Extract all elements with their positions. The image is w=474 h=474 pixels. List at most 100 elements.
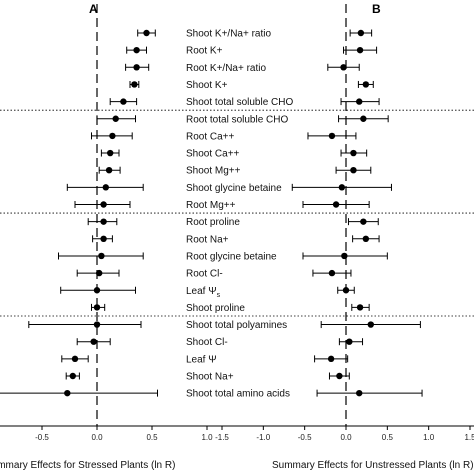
- panel-a-label: A: [89, 2, 98, 16]
- panel-a-point-10: [100, 201, 107, 208]
- panel-b-row-13: [302, 252, 388, 260]
- row-label-5: Root total soluble CHO: [186, 114, 288, 125]
- panel-b-row-6: [307, 132, 357, 140]
- panel-a-point-5: [112, 115, 119, 122]
- panel-a-tick-label-1: 0.0: [91, 433, 103, 442]
- panel-a-row-18: [76, 338, 111, 346]
- row-label-12: Root Na+: [186, 234, 229, 245]
- row-label-4: Shoot total soluble CHO: [186, 97, 294, 108]
- panel-a-row-19: [61, 355, 89, 363]
- row-label-20: Shoot Na+: [186, 372, 234, 383]
- panel-b-point-21: [356, 389, 363, 397]
- panel-b-point-13: [341, 252, 348, 260]
- panel-a-row-16: [91, 303, 106, 311]
- panel-b-row-11: [347, 218, 379, 226]
- panel-b-point-15: [342, 287, 350, 294]
- row-label-6: Root Ca++: [186, 131, 235, 142]
- panel-b-row-20: [328, 372, 350, 380]
- panel-b-point-10: [332, 201, 340, 208]
- row-label-16: Shoot proline: [186, 303, 245, 314]
- panel-a-point-19: [71, 355, 79, 363]
- panel-a-row-1: [126, 46, 147, 54]
- row-label-7: Shoot Ca++: [186, 149, 240, 160]
- panel-a-point-2: [133, 64, 140, 71]
- panel-b-point-12: [362, 235, 370, 242]
- panel-b-point-3: [362, 81, 370, 88]
- panel-b-row-5: [338, 115, 389, 123]
- panel-a-row-11: [87, 218, 118, 226]
- panel-a-row-0: [137, 29, 156, 37]
- row-label-15: Leaf Ψs: [186, 286, 221, 299]
- panel-b-row-3: [357, 80, 374, 88]
- row-label-19: Leaf Ψ: [186, 354, 217, 365]
- panel-b-point-2: [340, 64, 347, 71]
- panel-b-point-9: [338, 184, 346, 191]
- panel-a-point-0: [143, 29, 150, 37]
- panel-b-row-10: [302, 201, 370, 208]
- panel-b-row-7: [340, 149, 368, 157]
- panel-b-tick-label-6: 1.5: [464, 433, 474, 442]
- panel-b-tick-label-2: -0.5: [298, 433, 312, 442]
- panel-a-point-12: [100, 235, 107, 242]
- panel-a-row-5: [96, 115, 136, 123]
- panel-a-x-axis-label: Summary Effects for Stressed Plants (ln …: [0, 460, 175, 471]
- panel-a-point-9: [102, 184, 110, 191]
- panel-b-point-0: [357, 29, 365, 37]
- panel-b-point-18: [346, 338, 353, 345]
- panel-b-tick-label-1: -1.0: [256, 433, 270, 442]
- panel-b-row-15: [337, 286, 355, 294]
- panel-b-point-14: [328, 269, 336, 277]
- row-label-17: Shoot total polyamines: [186, 320, 287, 331]
- panel-a-row-2: [125, 63, 150, 71]
- panel-a-point-7: [107, 149, 114, 157]
- panel-a-tick-label-2: 0.5: [146, 433, 158, 442]
- panel-a-row-10: [74, 201, 131, 208]
- panel-a-point-18: [90, 338, 97, 345]
- panel-a-point-1: [133, 46, 140, 54]
- panel-a-row-14: [76, 269, 120, 277]
- panel-b-row-2: [327, 63, 360, 71]
- panel-b-tick-label-5: 1.0: [423, 433, 435, 442]
- panel-b: B: [372, 2, 381, 16]
- panel-b-row-14: [312, 269, 352, 277]
- panel-a-row-21: [0, 389, 158, 397]
- panel-a-row-20: [65, 372, 80, 380]
- panel-a-row-8: [98, 166, 121, 174]
- panel-a-point-11: [100, 218, 107, 225]
- panel-a-point-17: [93, 321, 101, 328]
- panel-a-point-20: [69, 372, 77, 380]
- panel-b-point-8: [350, 167, 357, 174]
- panel-b-row-19: [314, 355, 349, 363]
- panel-b-row-8: [335, 166, 372, 174]
- panel-b-label: B: [372, 2, 381, 16]
- panel-a-point-13: [98, 252, 105, 260]
- panel-b-point-19: [327, 355, 335, 363]
- panel-a-point-15: [93, 287, 101, 294]
- plot-area: -0.5 0.0 0.5 1.0 -1.5 -1.0 -0.5 0.0 0.5 1.0 1.5Sho…: [0, 4, 474, 442]
- panel-a-row-13: [58, 252, 144, 260]
- panel-a-point-6: [109, 132, 116, 140]
- panel-b-point-5: [360, 115, 367, 122]
- panel-a-row-6: [91, 132, 133, 140]
- panel-a-row-12: [92, 235, 113, 243]
- row-label-11: Root proline: [186, 217, 240, 228]
- panel-b-point-6: [328, 132, 336, 140]
- panel-b-tick-label-0: -1.5: [215, 433, 229, 442]
- panel-a-point-14: [96, 269, 103, 277]
- row-label-10: Root Mg++: [186, 200, 236, 211]
- row-label-0: Shoot K+/Na+ ratio: [186, 29, 271, 40]
- panel-a-row-15: [60, 286, 136, 294]
- row-label-18: Shoot Cl-: [186, 337, 228, 348]
- panel-b-point-16: [356, 304, 364, 311]
- panel-b-tick-label-3: 0.0: [340, 433, 352, 442]
- panel-b-row-12: [352, 235, 380, 243]
- panel-a-row-3: [129, 80, 140, 88]
- panel-b-x-axis-label: Summary Effects for Unstressed Plants (l…: [272, 460, 474, 471]
- panel-a-point-3: [131, 81, 138, 88]
- panel-a-row-4: [109, 98, 138, 106]
- panel-b-row-21: [316, 389, 423, 397]
- row-label-9: Shoot glycine betaine: [186, 183, 282, 194]
- panel-a: A: [89, 2, 98, 16]
- row-label-14: Root Cl-: [186, 269, 223, 280]
